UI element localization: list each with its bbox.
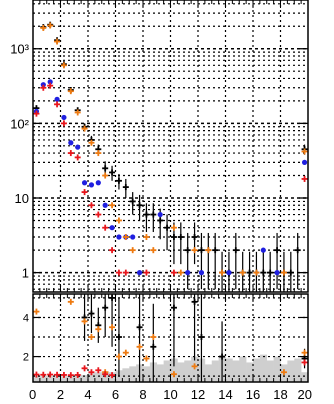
- lower-band-bin: [273, 356, 281, 382]
- upper-y-axis: 1 10 10² 10³: [10, 0, 309, 292]
- lower-series-2: [33, 359, 308, 379]
- lower-band-bin: [60, 376, 68, 382]
- upper-data-point: [95, 180, 101, 186]
- lower-band-bin: [74, 374, 82, 382]
- x-tick-label: 0: [29, 387, 36, 402]
- lower-uncertainty-band: [33, 354, 309, 382]
- upper-data-point: [75, 144, 81, 150]
- lower-band-bin: [225, 358, 233, 382]
- lower-band-bin: [177, 362, 185, 382]
- x-tick-label: 2: [57, 387, 64, 402]
- lower-band-bin: [122, 368, 130, 382]
- lower-band-bin: [184, 360, 192, 382]
- upper-data-point: [109, 225, 115, 231]
- upper-data-point: [136, 270, 143, 276]
- x-tick-label: 12: [191, 387, 205, 402]
- upper-data-point: [260, 247, 266, 253]
- x-tick-label: 4: [84, 387, 91, 402]
- upper-data-point: [274, 270, 280, 276]
- upper-y-tick-label: 10: [15, 191, 29, 206]
- upper-data-point: [130, 234, 136, 240]
- upper-y-tick-label: 10³: [10, 42, 29, 57]
- upper-grid: [33, 0, 308, 292]
- upper-data-point: [81, 180, 88, 186]
- upper-data-point: [68, 140, 74, 146]
- upper-data-point: [116, 234, 122, 240]
- lower-band-bin: [211, 360, 219, 382]
- lower-band-bin: [129, 366, 137, 382]
- lower-y-tick-label: 4: [23, 312, 29, 324]
- lower-panel: 2 4 0 2 4 6 8 10 12 14 16 18 20: [23, 293, 312, 402]
- lower-band-bin: [170, 358, 178, 382]
- lower-band-bin: [88, 373, 96, 382]
- lower-band-bin: [294, 358, 302, 382]
- lower-band-bin: [67, 376, 75, 382]
- upper-series-2: [33, 82, 308, 276]
- upper-data-point: [102, 202, 108, 208]
- upper-series-3: [40, 22, 308, 276]
- upper-data-point: [40, 82, 46, 88]
- upper-data-point: [88, 182, 95, 188]
- lower-band-bin: [94, 372, 103, 382]
- lower-band-bin: [143, 366, 151, 382]
- lower-y-tick-label: 2: [23, 352, 29, 364]
- lower-band-bin: [33, 376, 41, 382]
- lower-band-bin: [253, 358, 261, 382]
- x-tick-label: 20: [298, 387, 312, 402]
- upper-data-point: [301, 159, 308, 165]
- lower-band-bin: [239, 356, 247, 382]
- lower-band-bin: [301, 372, 309, 382]
- upper-y-tick-label: 10²: [10, 116, 29, 131]
- lower-series-1: [33, 298, 308, 378]
- x-tick-label: 6: [112, 387, 119, 402]
- lower-band-bin: [53, 376, 61, 382]
- lower-band-bin: [259, 354, 268, 382]
- lower-band-bin: [287, 360, 295, 382]
- lower-band-bin: [46, 376, 54, 382]
- lower-band-bin: [246, 362, 254, 382]
- upper-data-point: [157, 211, 163, 218]
- x-tick-label: 10: [163, 387, 177, 402]
- upper-panel: 1 10 10² 10³: [10, 0, 309, 293]
- upper-data-point: [61, 114, 67, 121]
- lower-band-bin: [163, 360, 171, 382]
- upper-series: [33, 21, 308, 292]
- upper-data-point: [198, 270, 205, 276]
- lower-grid: [33, 294, 308, 382]
- lower-band-bin: [156, 364, 164, 382]
- x-tick-label: 8: [139, 387, 146, 402]
- upper-data-point: [185, 270, 191, 276]
- upper-data-point: [47, 79, 53, 85]
- lower-series: [33, 294, 308, 382]
- x-tick-label: 14: [218, 387, 232, 402]
- lower-band-bin: [266, 360, 274, 382]
- upper-data-point: [226, 270, 232, 276]
- lower-band-bin: [81, 375, 89, 382]
- x-tick-label: 16: [246, 387, 260, 402]
- lower-series-0: [81, 294, 308, 382]
- lower-band-bin: [39, 376, 48, 382]
- upper-y-tick-label: 1: [22, 266, 29, 281]
- lower-band-bin: [232, 360, 240, 382]
- x-tick-label: 18: [273, 387, 287, 402]
- lower-band-bin: [204, 364, 213, 382]
- upper-data-point: [54, 96, 60, 102]
- lower-axes: 2 4 0 2 4 6 8 10 12 14 16 18 20: [23, 294, 312, 402]
